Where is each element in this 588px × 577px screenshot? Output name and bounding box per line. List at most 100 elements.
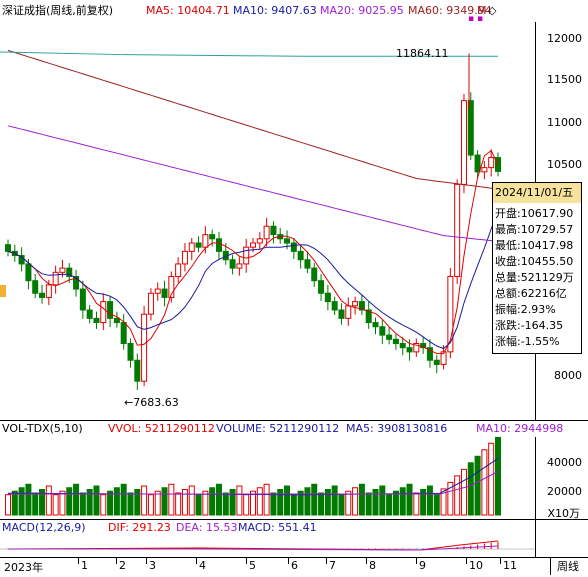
volume-bar [222,492,229,516]
candle-body [420,343,427,349]
candle-body [345,305,352,319]
time-label-11: 11 [503,559,517,572]
macd-chart-canvas[interactable] [0,535,536,558]
volume-bar [284,485,291,516]
info-amount: 总额:62216亿 [495,287,567,300]
volume-bar [79,492,86,516]
candle-body [358,301,365,311]
macd-title: MACD(12,26,9) [2,521,86,534]
dea-label: DEA: 15.53 [176,521,238,534]
info-amplitude: 振幅:2.93% [495,303,556,316]
info-open: 开盘:10617.90 [495,207,574,220]
candle-body [134,359,141,382]
volume-bar [426,485,433,516]
time-label-4: 4 [199,559,206,572]
candle-body [141,313,148,382]
volume-axis: 40000 20000 X10万 [535,437,588,520]
candle-body [311,267,318,282]
candle-body [181,250,188,265]
chevron-more-icon[interactable]: M [477,4,487,17]
price-pane[interactable]: 深证成指(周线,前复权) MA5: 10404.71 MA10: 9407.63… [0,0,588,420]
volume-bar [86,488,93,516]
ma10-label: MA10: 9407.63 [233,4,317,17]
volume-bar [467,462,474,516]
volume-chart-canvas[interactable] [0,437,536,520]
time-axis: 2023年 1 2 3 4 5 6 7 8 9 10 11 周线 [0,557,588,577]
chart-title: 深证成指(周线,前复权) [2,4,114,17]
candle-body [270,225,277,236]
price-chart-canvas[interactable] [0,22,536,420]
volume-bar [127,492,134,516]
volume-bar [45,485,52,516]
volume-bar [59,490,66,516]
volume-bar [413,492,420,516]
diamond-icon[interactable]: ◇ [488,4,497,17]
volume-bar [147,494,154,516]
candle-body [52,271,59,286]
volume-bar [107,490,114,516]
candle-body [365,309,372,324]
info-pct: 涨幅:-1.55% [495,335,560,348]
candle-body [481,167,488,173]
candle-body [474,154,481,173]
time-label-9: 9 [419,559,426,572]
candle-body [147,292,154,315]
candle-body [79,288,86,311]
price-tick-11000: 11000 [547,116,582,129]
candle-body [154,288,161,294]
ma60-label: MA60: 9349.94 [408,4,492,17]
candle-body [399,343,406,349]
ma20-line [7,125,499,242]
volume-bar [352,487,359,516]
candle-body [318,280,325,294]
period-low-value: 7683.63 [133,396,179,409]
volume-label: VOLUME: 5211290112 [216,422,340,435]
dots-icon: ▪ ▪ [468,14,484,24]
candle-body [406,347,413,353]
candle-body [113,317,120,324]
info-low: 最低:10417.98 [495,239,574,252]
volume-pane[interactable]: VOL-TDX(5,10) VVOL: 5211290112 VOLUME: 5… [0,420,588,520]
volume-bar [270,492,277,516]
time-label-3: 3 [149,559,156,572]
volume-bar [195,494,202,516]
volume-bar [32,492,39,516]
volume-bar [433,494,440,516]
info-change: 涨跌:-164.35 [495,319,564,332]
ma5-line [7,149,499,355]
vol-ma5-label: MA5: 3908130816 [346,422,448,435]
candle-body [324,292,331,303]
macd-pane[interactable]: MACD(12,26,9) DIF: 291.23 DEA: 15.53 MAC… [0,519,588,558]
vol-unit: X10万 [547,507,580,520]
volume-bar [25,483,32,516]
vvol-label: VVOL: 5211290112 [108,422,215,435]
info-volume: 总量:521129万 [495,271,574,284]
volume-bar [100,494,107,516]
candle-body [229,259,236,269]
candle-body [256,238,263,244]
left-scroll-handle[interactable] [0,285,6,297]
candle-body [127,343,134,361]
volume-bar [406,483,413,516]
volume-bar [181,488,188,516]
info-high: 最高:10729.57 [495,223,574,236]
volume-bar [399,487,406,516]
candle-body [460,100,467,185]
volume-bar [338,494,345,516]
candle-body [297,250,304,261]
candle-body [188,242,195,252]
volume-bar [243,494,250,516]
info-date: 2024/11/01/五 [493,183,581,203]
ma5-label: MA5: 10404.71 [146,4,230,17]
vol-title: VOL-TDX(5,10) [2,422,83,435]
candle-body [209,234,216,240]
macd-axis [535,520,588,558]
volume-bar [358,483,365,516]
volume-bar [141,485,148,516]
time-label-10: 10 [469,559,483,572]
dif-label: DIF: 291.23 [108,521,171,534]
candle-body [290,242,297,252]
period-tab[interactable]: 周线 [550,557,579,575]
time-label-7: 7 [329,559,336,572]
volume-bar [297,490,304,516]
